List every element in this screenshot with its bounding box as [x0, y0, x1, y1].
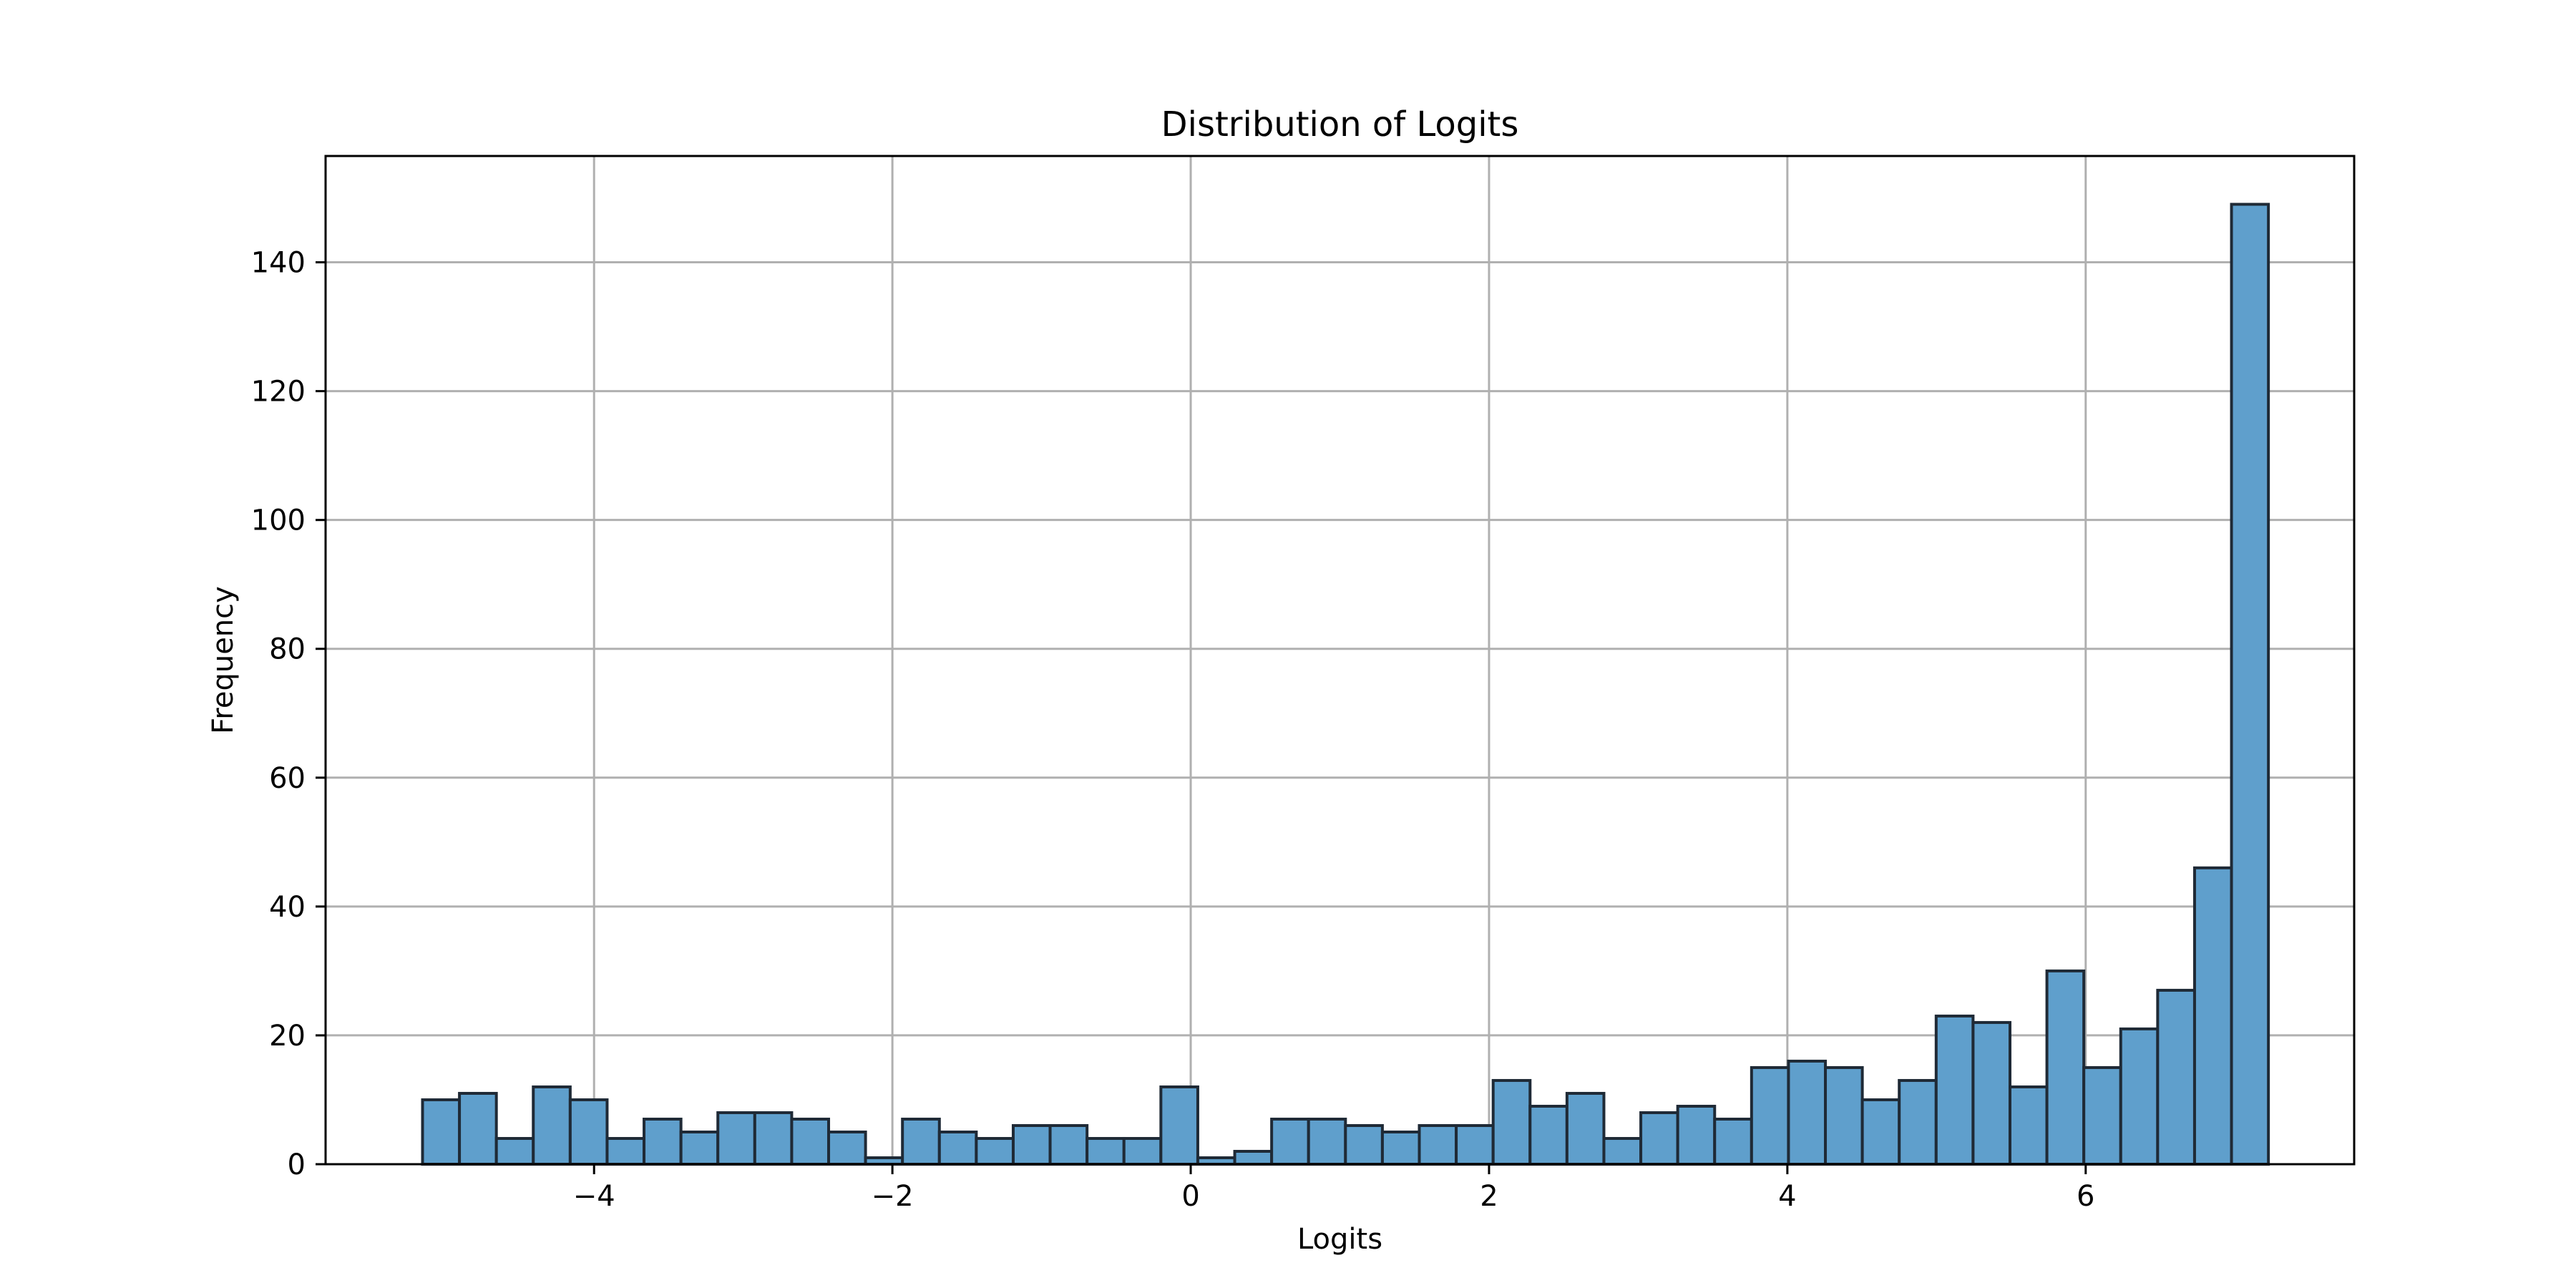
histogram-bar [2008, 1085, 2049, 1166]
histogram-bar [1159, 1085, 1199, 1166]
histogram-bar [1048, 1123, 1089, 1166]
plot-frame [324, 155, 2356, 1166]
y-tick-label: 80 [269, 633, 306, 666]
histogram-bar [679, 1130, 720, 1166]
y-tick-label: 120 [251, 376, 306, 409]
histogram-bar [790, 1117, 831, 1166]
histogram-bar [1528, 1104, 1568, 1166]
histogram-bar [1898, 1078, 1938, 1166]
histogram-bar [2156, 988, 2196, 1166]
histogram-bar [1307, 1117, 1347, 1166]
histogram-bar [1713, 1117, 1753, 1166]
histogram-bar [1750, 1065, 1790, 1166]
histogram-bar [1455, 1123, 1495, 1166]
histogram-bar [494, 1136, 535, 1166]
x-tick-label: −4 [573, 1180, 615, 1213]
x-tick-label: 0 [1181, 1180, 1199, 1213]
histogram-bar [532, 1085, 572, 1166]
histogram-bar [1270, 1117, 1310, 1166]
histogram-bar [1971, 1020, 2011, 1166]
histogram-bar [1011, 1123, 1052, 1166]
histogram-bar [975, 1136, 1015, 1166]
histogram-bar [1085, 1136, 1126, 1166]
histogram-bar [2082, 1065, 2122, 1166]
histogram-bar [1676, 1104, 1717, 1166]
histogram-bar [827, 1130, 867, 1166]
x-tick-label: 4 [1778, 1180, 1796, 1213]
histogram-bar [1602, 1136, 1643, 1166]
histogram-bar [1787, 1059, 1828, 1166]
histogram-bar [568, 1098, 609, 1166]
histogram-bar [716, 1111, 756, 1166]
histogram-bar [1565, 1091, 1606, 1166]
histogram-bar [643, 1117, 683, 1166]
histogram-bar [1860, 1098, 1901, 1166]
y-tick-label: 140 [251, 247, 306, 280]
histogram-bar [1934, 1014, 1975, 1166]
histogram-bar [753, 1111, 794, 1166]
x-tick-label: 2 [1480, 1180, 1498, 1213]
y-tick-label: 60 [269, 762, 306, 795]
histogram-bar [421, 1098, 462, 1166]
x-axis-label: Logits [1297, 1223, 1382, 1256]
histogram-bar [605, 1136, 646, 1166]
histogram-bars [421, 203, 2270, 1166]
histogram-bar [1380, 1130, 1421, 1166]
x-tick-label: 6 [2077, 1180, 2094, 1213]
histogram-bar [1639, 1111, 1679, 1166]
histogram-bar [1344, 1123, 1384, 1166]
y-tick-label: 20 [269, 1020, 306, 1053]
y-tick-label: 100 [251, 504, 306, 537]
histogram-bar [2119, 1027, 2160, 1166]
histogram-bar [2192, 866, 2233, 1166]
grid-lines [326, 156, 2354, 1166]
x-tick-label: −2 [872, 1180, 914, 1213]
histogram-bar [1233, 1149, 1274, 1166]
histogram-bar [1491, 1078, 1532, 1166]
histogram-bar [458, 1091, 498, 1166]
y-tick-label: 40 [269, 891, 306, 924]
histogram-bar [1824, 1065, 1864, 1166]
histogram-bar [901, 1117, 941, 1166]
y-axis-label: Frequency [207, 586, 240, 734]
histogram-bar [2230, 203, 2270, 1166]
histogram-bar [937, 1130, 978, 1166]
histogram-bar [1418, 1123, 1458, 1166]
y-tick-label: 0 [288, 1148, 306, 1181]
histogram-bar [2045, 969, 2086, 1166]
histogram-bar [1122, 1136, 1163, 1166]
chart-title: Distribution of Logits [1161, 104, 1519, 145]
